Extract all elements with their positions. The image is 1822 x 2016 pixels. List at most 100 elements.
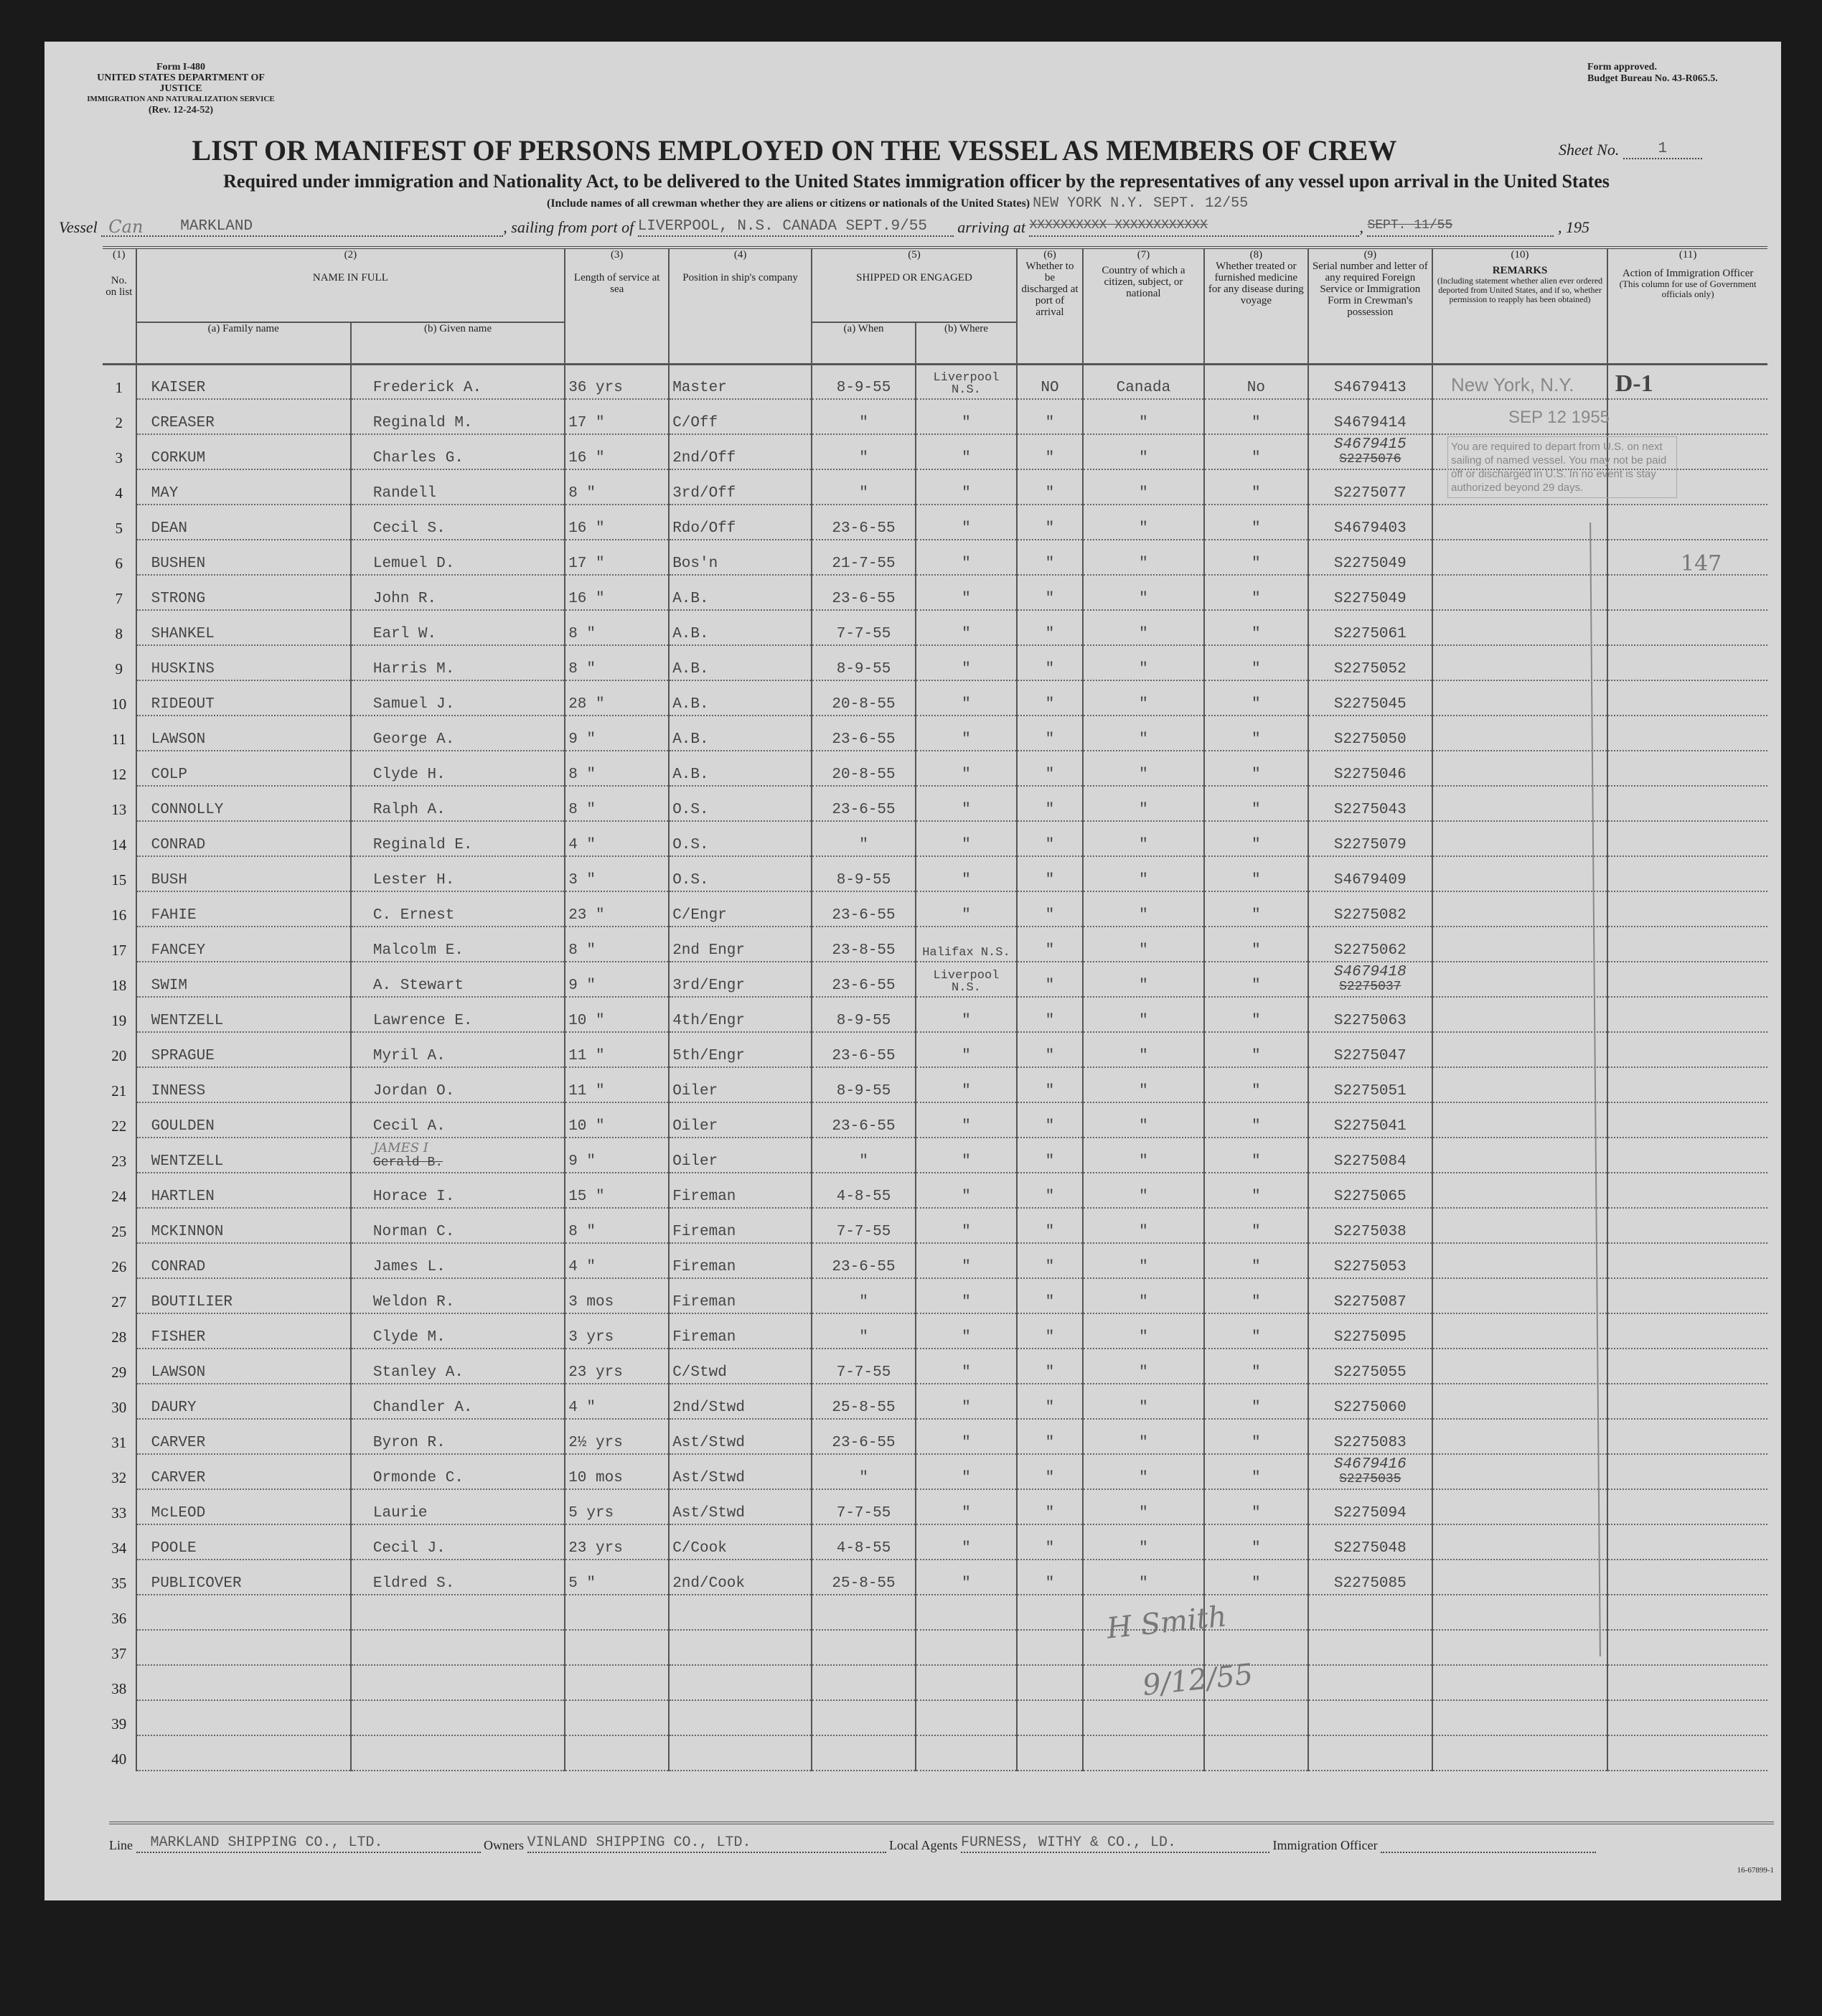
discharged: " bbox=[1015, 1102, 1084, 1138]
shipped-when: 4-8-55 bbox=[811, 1524, 916, 1560]
serial-number: S2275038 bbox=[1307, 1208, 1432, 1244]
medicine: " bbox=[1203, 1032, 1308, 1068]
shipped-where bbox=[915, 1735, 1017, 1771]
arriving-label: arriving at bbox=[957, 218, 1025, 236]
serial-number: S2275061 bbox=[1307, 610, 1432, 646]
discharged: " bbox=[1015, 997, 1084, 1033]
country: " bbox=[1082, 962, 1204, 998]
position: C/Off bbox=[668, 399, 812, 435]
shipped-where: " bbox=[915, 1138, 1017, 1173]
family-name: KAISER bbox=[135, 364, 351, 400]
service-length: 8 " bbox=[564, 1208, 670, 1244]
shipped-where: " bbox=[915, 891, 1017, 927]
discharged: " bbox=[1015, 821, 1084, 857]
serial-number: S2275065 bbox=[1307, 1173, 1432, 1209]
row-number: 15 bbox=[111, 871, 127, 889]
approved-text: Form approved. bbox=[1587, 62, 1657, 72]
position bbox=[668, 1665, 812, 1701]
serial-number: S2275095 bbox=[1307, 1313, 1432, 1349]
country bbox=[1082, 1735, 1204, 1771]
serial-number: S2275049 bbox=[1307, 540, 1432, 576]
officer-action bbox=[1607, 1349, 1767, 1384]
shipped-when: " bbox=[811, 1278, 916, 1314]
country: " bbox=[1082, 1208, 1204, 1244]
table-row: 34 POOLE Cecil J. 23 yrs C/Cook 4-8-55 " " " " S22… bbox=[103, 1524, 1767, 1560]
position: Rdo/Off bbox=[668, 505, 812, 540]
given-name bbox=[349, 1630, 565, 1666]
shipped-when: " bbox=[811, 399, 916, 435]
shipped-when: 8-9-55 bbox=[811, 997, 916, 1033]
discharged: " bbox=[1015, 1560, 1084, 1595]
remarks bbox=[1431, 821, 1608, 857]
country: " bbox=[1082, 751, 1204, 787]
given-name: Samuel J. bbox=[349, 680, 565, 716]
service-length bbox=[564, 1595, 670, 1631]
remarks bbox=[1431, 1419, 1608, 1455]
col-action-header: (11) Action of Immigration Officer (This c… bbox=[1607, 248, 1767, 364]
discharged: " bbox=[1015, 1489, 1084, 1525]
discharged: " bbox=[1015, 1524, 1084, 1560]
discharged: " bbox=[1015, 1313, 1084, 1349]
position: Master bbox=[668, 364, 812, 400]
shipped-where: " bbox=[915, 434, 1017, 470]
col-position-header: (4) Position in ship's company bbox=[668, 248, 812, 364]
service-length: 3 " bbox=[564, 856, 670, 892]
given-name: Cecil S. bbox=[349, 505, 565, 540]
shipped-when: 23-6-55 bbox=[811, 505, 916, 540]
year-label: , 195 bbox=[1557, 218, 1589, 236]
header-text: (5) bbox=[908, 249, 921, 261]
position: A.B. bbox=[668, 645, 812, 681]
country: " bbox=[1082, 1454, 1204, 1490]
shipped-when: 7-7-55 bbox=[811, 1208, 916, 1244]
officer-action bbox=[1607, 1454, 1767, 1490]
shipped-where: " bbox=[915, 469, 1017, 505]
table-row: 8 SHANKEL Earl W. 8 " A.B. 7-7-55 " " " " S2275061 bbox=[103, 610, 1767, 646]
country: " bbox=[1082, 645, 1204, 681]
shipped-where: " bbox=[915, 505, 1017, 540]
medicine: " bbox=[1203, 1067, 1308, 1103]
medicine: " bbox=[1203, 927, 1308, 962]
shipped-when: 23-8-55 bbox=[811, 927, 916, 962]
remarks bbox=[1431, 1665, 1608, 1701]
shipped-when: 8-9-55 bbox=[811, 1067, 916, 1103]
vessel-name: MARKLAND bbox=[180, 218, 253, 235]
header-text: (10) bbox=[1511, 249, 1529, 261]
family-name: HARTLEN bbox=[135, 1173, 351, 1209]
shipped-when: 8-9-55 bbox=[811, 856, 916, 892]
officer-action bbox=[1607, 891, 1767, 927]
given-name-struck: Gerald B. bbox=[372, 1155, 443, 1170]
shipped-where: " bbox=[915, 1489, 1017, 1525]
serial-number: S2275094 bbox=[1307, 1489, 1432, 1525]
officer-value bbox=[1381, 1834, 1597, 1853]
shipped-when bbox=[811, 1630, 916, 1666]
position: 3rd/Off bbox=[668, 469, 812, 505]
discharged: " bbox=[1015, 610, 1084, 646]
table-row: 16 FAHIE C. Ernest 23 " C/Engr 23-6-55 " " " " S22… bbox=[103, 891, 1767, 927]
discharged: " bbox=[1015, 399, 1084, 435]
country: " bbox=[1082, 434, 1204, 470]
table-row: 6 BUSHEN Lemuel D. 17 " Bos'n 21-7-55 " " " " S227… bbox=[103, 540, 1767, 576]
service-length: 3 mos bbox=[564, 1278, 670, 1314]
serial-current: S4679416 bbox=[1333, 1456, 1407, 1473]
given-name: James L. bbox=[349, 1243, 565, 1279]
officer-action bbox=[1607, 434, 1767, 470]
serial-current: S4679415 bbox=[1333, 436, 1407, 453]
shipped-when: " bbox=[811, 1138, 916, 1173]
position: 4th/Engr bbox=[668, 997, 812, 1033]
shipped-where: Halifax N.S. bbox=[915, 927, 1017, 962]
service-length: 9 " bbox=[564, 716, 670, 751]
shipped-when: 20-8-55 bbox=[811, 680, 916, 716]
family-name: LAWSON bbox=[135, 716, 351, 751]
service-length: 4 " bbox=[564, 1243, 670, 1279]
table-row: 7 STRONG John R. 16 " A.B. 23-6-55 " " " " S227504… bbox=[103, 575, 1767, 611]
stamp-code: D-1 bbox=[1615, 370, 1653, 397]
line-value: MARKLAND SHIPPING CO., LTD. bbox=[136, 1834, 481, 1853]
medicine: " bbox=[1203, 610, 1308, 646]
remarks bbox=[1431, 434, 1608, 470]
col-where-header: (b) Where bbox=[915, 322, 1017, 364]
remarks bbox=[1431, 751, 1608, 787]
table-row: 19 WENTZELL Lawrence E. 10 " 4th/Engr 8-9-55 "… bbox=[103, 997, 1767, 1033]
serial-number: S4679413 bbox=[1307, 364, 1432, 400]
discharged: " bbox=[1015, 505, 1084, 540]
shipped-when: 23-6-55 bbox=[811, 1102, 916, 1138]
